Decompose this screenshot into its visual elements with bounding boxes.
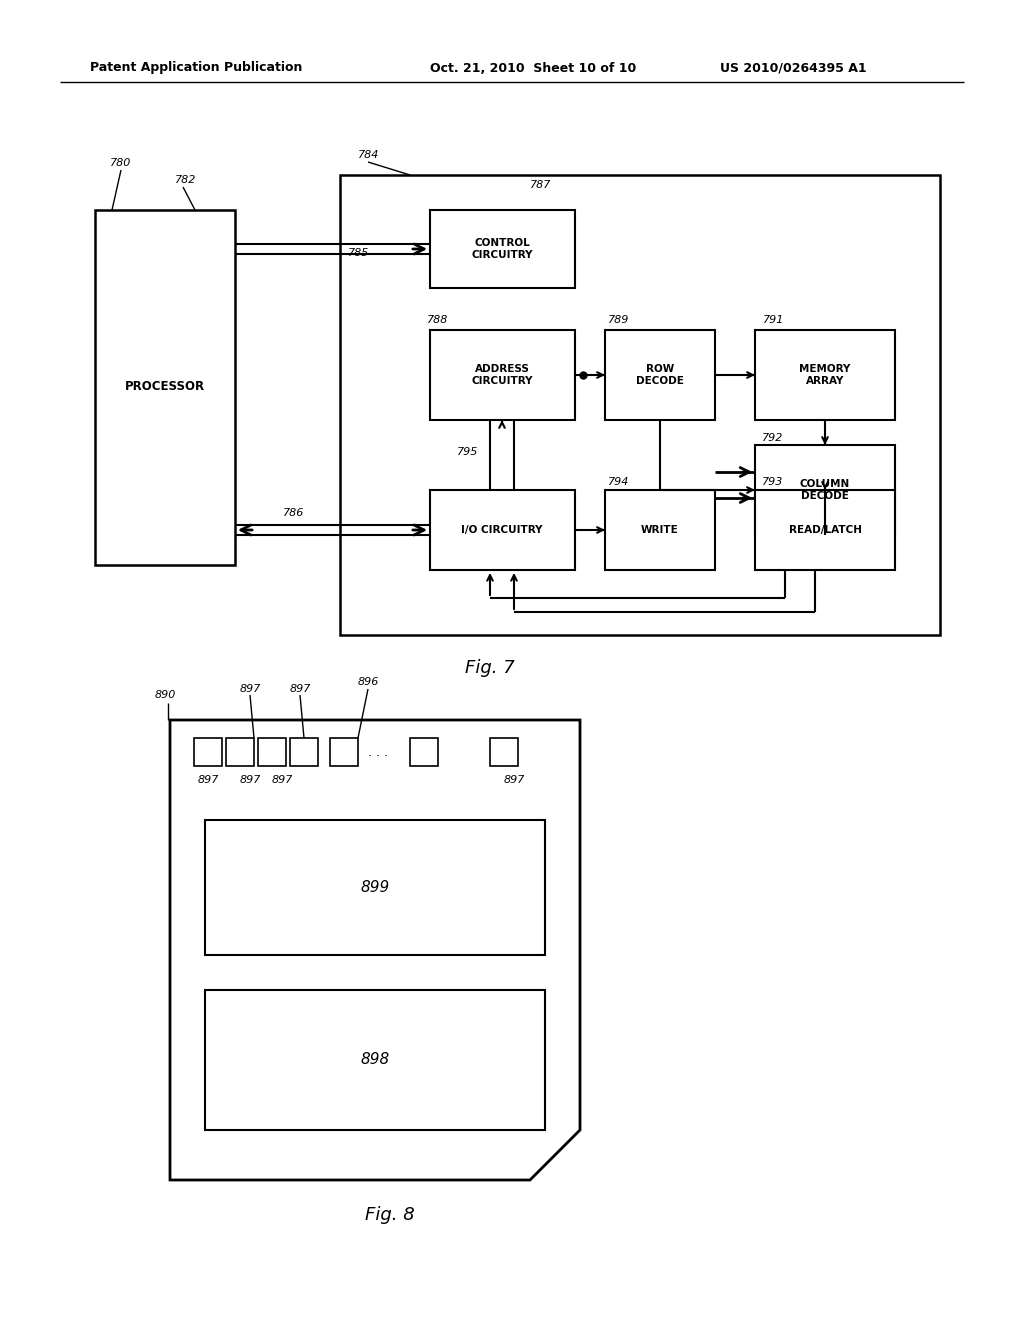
Text: 792: 792 — [762, 433, 783, 444]
Bar — [605, 490, 715, 570]
Text: 897: 897 — [240, 775, 261, 785]
Text: 898: 898 — [360, 1052, 389, 1068]
Text: 787: 787 — [530, 180, 551, 190]
Bar — [226, 738, 254, 766]
Text: CONTROL
CIRCUITRY: CONTROL CIRCUITRY — [471, 238, 532, 260]
Text: Patent Application Publication: Patent Application Publication — [90, 62, 302, 74]
Text: 897: 897 — [198, 775, 219, 785]
Text: MEMORY
ARRAY: MEMORY ARRAY — [800, 364, 851, 385]
Text: 789: 789 — [608, 315, 630, 325]
Bar — [205, 820, 545, 954]
Bar — [95, 210, 234, 565]
Bar — [410, 738, 438, 766]
Text: 795: 795 — [457, 447, 478, 457]
Text: COLUMN
DECODE: COLUMN DECODE — [800, 479, 850, 500]
Text: ADDRESS
CIRCUITRY: ADDRESS CIRCUITRY — [471, 364, 532, 385]
Text: 786: 786 — [283, 508, 304, 517]
Text: 782: 782 — [175, 176, 197, 185]
Text: ROW
DECODE: ROW DECODE — [636, 364, 684, 385]
Bar — [430, 490, 575, 570]
Bar — [290, 738, 318, 766]
Bar — [340, 176, 940, 635]
Text: 785: 785 — [348, 248, 370, 257]
Text: 899: 899 — [360, 879, 389, 895]
Text: 791: 791 — [763, 315, 784, 325]
Bar — [490, 738, 518, 766]
Text: 788: 788 — [427, 315, 449, 325]
Text: 793: 793 — [762, 477, 783, 487]
Text: 896: 896 — [358, 677, 379, 686]
Text: . . .: . . . — [368, 746, 388, 759]
Polygon shape — [170, 719, 580, 1180]
Bar — [430, 330, 575, 420]
Text: PROCESSOR: PROCESSOR — [125, 380, 205, 393]
Bar — [755, 445, 895, 535]
Bar — [194, 738, 222, 766]
Text: 897: 897 — [290, 684, 311, 694]
Text: US 2010/0264395 A1: US 2010/0264395 A1 — [720, 62, 866, 74]
Text: Fig. 8: Fig. 8 — [366, 1206, 415, 1224]
Text: 897: 897 — [272, 775, 293, 785]
Text: READ/LATCH: READ/LATCH — [788, 525, 861, 535]
Bar — [330, 738, 358, 766]
Bar — [755, 330, 895, 420]
Bar — [430, 210, 575, 288]
Text: WRITE: WRITE — [641, 525, 679, 535]
Bar — [205, 990, 545, 1130]
Text: 780: 780 — [110, 158, 131, 168]
Text: 897: 897 — [504, 775, 525, 785]
Bar — [258, 738, 286, 766]
Text: 890: 890 — [155, 690, 176, 700]
Bar — [755, 490, 895, 570]
Text: I/O CIRCUITRY: I/O CIRCUITRY — [461, 525, 543, 535]
Text: 897: 897 — [240, 684, 261, 694]
Text: Fig. 7: Fig. 7 — [465, 659, 515, 677]
Text: 794: 794 — [608, 477, 630, 487]
Text: 784: 784 — [358, 150, 379, 160]
Text: Oct. 21, 2010  Sheet 10 of 10: Oct. 21, 2010 Sheet 10 of 10 — [430, 62, 636, 74]
Bar — [605, 330, 715, 420]
